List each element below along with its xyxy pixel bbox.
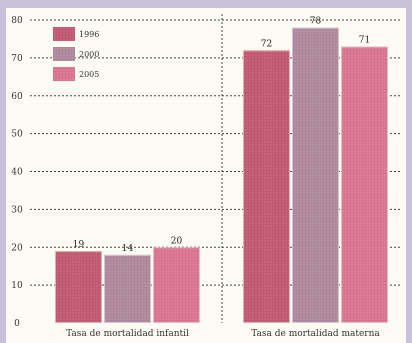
bar-texture: [292, 27, 339, 323]
legend-swatch-texture: [53, 47, 75, 61]
y-tick-label: 60: [11, 92, 23, 102]
value-label: 72: [261, 39, 272, 49]
bar-texture: [55, 251, 102, 323]
bar-outline: [292, 27, 339, 323]
value-label: 14: [122, 244, 134, 254]
category-label: Tasa de mortalidad materna: [251, 329, 380, 339]
y-tick-label: 40: [11, 168, 23, 178]
y-tick-label: 70: [11, 54, 23, 64]
y-tick-label: 10: [11, 281, 23, 291]
data-labels: 19 14 20 72 78 71: [73, 17, 370, 254]
bar-texture: [243, 50, 290, 324]
y-tick-label: 50: [11, 130, 23, 140]
bar-outline: [153, 247, 200, 323]
category-label: Tasa de mortalidad infantil: [66, 329, 189, 339]
bar-texture: [153, 247, 200, 323]
legend-label: 2005: [79, 70, 99, 79]
bar-outline: [243, 50, 290, 324]
bar-texture: [341, 46, 388, 323]
value-label: 78: [310, 17, 322, 27]
y-tick-label: 0: [14, 319, 20, 329]
legend: 1996 2000 2005: [53, 27, 99, 81]
y-axis-ticks: 0 10 20 30 40 50 60 70 80: [11, 16, 23, 329]
bar-outline: [104, 254, 151, 323]
bar-texture: [104, 254, 151, 323]
y-tick-label: 80: [11, 16, 23, 26]
legend-label: 2000: [79, 50, 99, 59]
legend-swatch-texture: [53, 67, 75, 81]
legend-swatch-texture: [53, 27, 75, 41]
bar-outline: [341, 46, 388, 323]
legend-label: 1996: [79, 30, 99, 39]
y-tick-label: 30: [11, 205, 23, 215]
category-labels: Tasa de mortalidad infantil Tasa de morta…: [66, 329, 380, 339]
bars: [55, 27, 388, 324]
y-tick-label: 20: [11, 243, 23, 253]
value-label: 19: [73, 240, 85, 250]
value-label: 20: [171, 236, 183, 246]
bar-outline: [55, 251, 102, 324]
value-label: 71: [359, 36, 370, 46]
